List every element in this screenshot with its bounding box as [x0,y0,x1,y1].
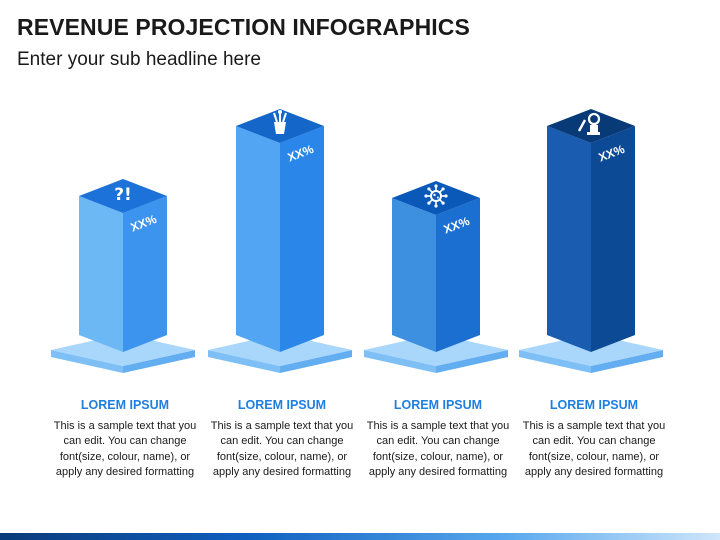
virus-icon [424,184,448,208]
base-plate-left-face [519,350,591,373]
svg-text:?!: ?! [114,185,132,205]
bar-left-face [236,126,280,352]
base-plate-left-face [364,350,436,373]
footer-gradient-bar [0,533,720,540]
base-plate-right-face [123,350,195,373]
question-exclamation-icon: ?! [114,185,132,205]
pencil-cup-icon [273,110,287,134]
base-plate-left-face [51,350,123,373]
bar-top-face [79,179,167,213]
bar-1: XX%?! [51,179,195,373]
bar-right-face [123,196,167,352]
bar-right-face [591,126,635,352]
info-column-3: LOREM IPSUM This is a sample text that y… [363,398,513,481]
bar-3: XX% [364,181,508,373]
bar-4: XX% [519,109,663,373]
page-title: REVENUE PROJECTION INFOGRAPHICS [17,14,470,40]
bar-right-face [436,198,480,352]
column-text: This is a sample text that you can edit.… [366,420,510,479]
bar-left-face [547,126,591,352]
base-plate-right-face [436,350,508,373]
column-text: This is a sample text that you can edit.… [53,420,197,479]
column-heading: LOREM IPSUM [393,398,483,412]
column-heading: LOREM IPSUM [80,398,170,412]
base-plate-left-face [208,350,280,373]
column-text: This is a sample text that you can edit.… [210,420,354,479]
base-plate-right-face [280,350,352,373]
bar-left-face [79,196,123,352]
column-heading: LOREM IPSUM [549,398,639,412]
page-subtitle: Enter your sub headline here [17,49,261,70]
microscope-icon [577,112,601,135]
column-text: This is a sample text that you can edit.… [522,420,666,479]
info-column-4: LOREM IPSUM This is a sample text that y… [519,398,669,481]
info-column-1: LOREM IPSUM This is a sample text that y… [50,398,200,481]
info-column-2: LOREM IPSUM This is a sample text that y… [207,398,357,481]
bar-top-face [392,181,480,215]
bar-left-face [392,198,436,352]
bar-2: XX% [208,109,352,373]
base-plate-right-face [591,350,663,373]
bar-right-face [280,126,324,352]
column-heading: LOREM IPSUM [237,398,327,412]
